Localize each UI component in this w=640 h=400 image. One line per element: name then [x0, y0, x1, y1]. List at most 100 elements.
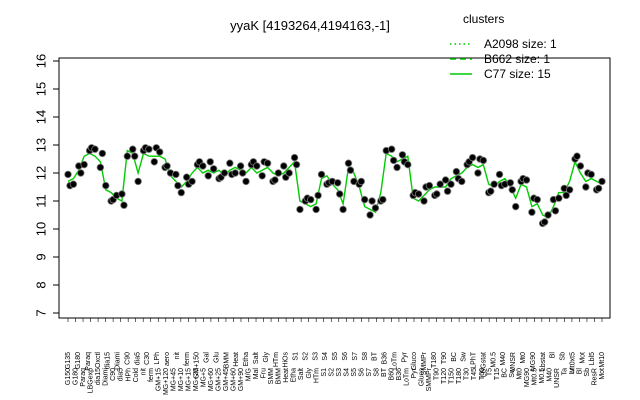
x-tick-label-row2: dia15	[105, 352, 112, 369]
data-point	[562, 191, 570, 200]
x-tick-label-row1: BT	[381, 367, 388, 377]
x-tick-label-row1: S1	[321, 368, 328, 377]
x-tick-label-row2: S6	[342, 352, 349, 361]
x-tick-label-row2: G135	[65, 352, 72, 369]
x-tick-label-row2: Diami	[115, 352, 122, 370]
y-tick-label: 12	[34, 166, 49, 180]
data-point	[69, 180, 78, 188]
y-tick-label: 15	[34, 82, 49, 96]
data-point	[389, 156, 398, 165]
x-tick-label-row1: Diami	[103, 368, 110, 386]
x-tick-label-row2: C90	[124, 352, 131, 365]
x-tick-label-row1: Lr	[569, 367, 576, 374]
x-tick-label-row1: MG+60	[208, 368, 215, 391]
data-point	[468, 153, 477, 162]
x-tick-label-row1: G180	[73, 368, 80, 385]
x-tick-label-row1: LoTm	[404, 368, 411, 386]
x-tick-label-row1: Mot	[599, 368, 606, 380]
x-tick-label-row1: S2	[328, 368, 335, 377]
data-point	[307, 195, 315, 204]
data-point	[573, 152, 581, 160]
x-tick-label-row2: Etha	[243, 352, 250, 367]
x-tick-label-row2: nit	[174, 352, 181, 359]
x-tick-label-row1: HTm	[313, 368, 320, 383]
y-tick-label: 14	[34, 110, 49, 124]
y-tick-label: 11	[34, 194, 49, 208]
y-tick-label: 7	[34, 309, 49, 316]
x-tick-label-row2: BC	[451, 352, 458, 362]
y-tick-label: 10	[34, 222, 49, 236]
y-tick-label: 16	[34, 54, 49, 68]
y-tick-label: 13	[34, 138, 49, 152]
data-point	[64, 170, 72, 179]
x-tick-label-row1: Ta	[561, 368, 568, 376]
x-tick-label-row1: dia5	[118, 368, 125, 381]
data-point	[544, 211, 552, 219]
x-tick-label-row1: GM+90	[238, 368, 245, 391]
chart-title: yyaK [4193264,4194163,-1]	[230, 18, 390, 33]
x-tick-label-row2: UNSR	[510, 352, 517, 372]
x-tick-label-row1: S4	[343, 368, 350, 377]
data-point	[587, 170, 595, 179]
x-tick-label-row2: BMM	[223, 352, 230, 369]
x-tick-label-row1: Etha	[291, 368, 298, 383]
x-tick-label-row2: LBGstat	[480, 352, 487, 377]
x-tick-label-row2: Heat	[233, 352, 240, 367]
data-point	[280, 162, 288, 170]
x-tick-label-row1: T90	[434, 368, 441, 380]
x-tick-label-row1: Fru	[261, 368, 268, 379]
data-point	[490, 180, 498, 188]
data-point	[96, 163, 105, 172]
x-tick-label-row1: GM+60	[231, 368, 238, 391]
x-tick-label-row1: Cold	[133, 368, 140, 383]
data-point	[91, 145, 99, 153]
data-point	[387, 145, 396, 153]
data-point	[357, 177, 365, 186]
data-point	[236, 162, 245, 170]
x-tick-label-row2: T180	[431, 352, 438, 368]
x-tick-label-row1: T5	[486, 368, 493, 376]
data-point	[209, 165, 218, 173]
legend-entry-label: B662 size: 1	[484, 52, 550, 66]
data-point	[238, 169, 247, 177]
x-tick-label-row2: Lbl5	[589, 352, 596, 365]
plot-frame	[58, 57, 611, 319]
x-tick-label-row2: Gal	[204, 352, 211, 363]
x-tick-label-row2: Bl	[550, 352, 557, 359]
data-point	[292, 160, 301, 169]
data-point	[425, 181, 434, 190]
x-tick-label-row1: T45	[471, 368, 478, 380]
x-tick-label-row2: Sw	[461, 351, 468, 362]
data-point	[177, 188, 185, 197]
data-point	[206, 158, 214, 166]
x-tick-label-row1: ResR	[592, 368, 599, 386]
x-tick-label-row2: M0.5	[490, 352, 497, 368]
x-tick-label-row1: T60	[479, 368, 486, 380]
x-tick-label-row1: M0.5	[539, 368, 546, 384]
x-tick-label-row1: T180	[456, 368, 463, 384]
data-point	[145, 145, 153, 153]
data-point	[344, 159, 353, 167]
x-tick-label-row1: C90	[110, 368, 117, 381]
data-point	[123, 152, 132, 160]
x-tick-label-row1: S6	[358, 368, 365, 377]
data-point	[495, 170, 504, 179]
data-point	[522, 176, 531, 184]
data-point	[77, 169, 85, 177]
x-tick-label-row2: Lbstat	[540, 352, 547, 371]
x-tick-label-row1: MG+120	[163, 368, 170, 395]
x-tick-label-row1: UNSR	[554, 368, 561, 388]
data-point	[474, 169, 482, 177]
x-tick-label-row2: BT	[372, 351, 379, 361]
data-point	[576, 162, 585, 170]
x-tick-label-row2: LoTm	[391, 352, 398, 370]
x-tick-label-row1: MG+5	[200, 368, 207, 387]
x-tick-label-row1: T30	[464, 368, 471, 380]
x-tick-label-row1: Mt0	[516, 368, 523, 380]
x-tick-label-row2: G180	[75, 352, 82, 369]
data-point	[98, 149, 107, 158]
data-point	[155, 148, 164, 156]
x-tick-label-row1: T150	[449, 368, 456, 384]
data-point	[317, 170, 326, 179]
